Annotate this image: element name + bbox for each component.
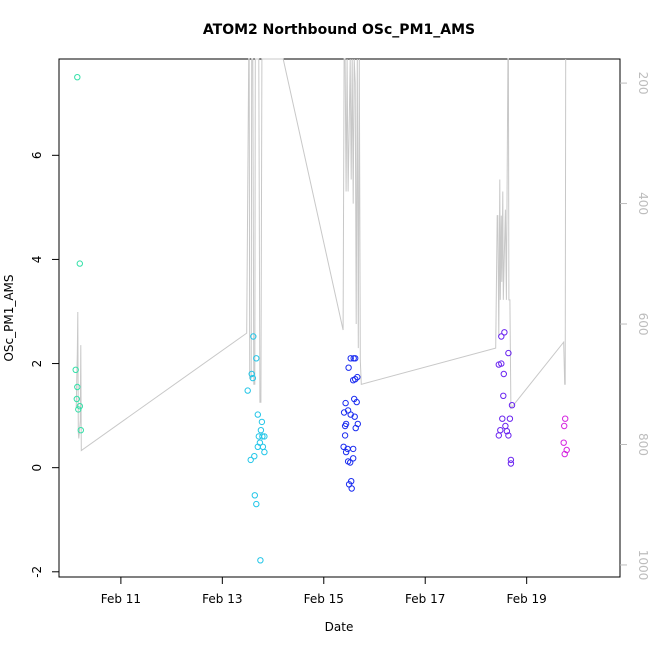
x-tick-label: Feb 15 <box>304 592 344 606</box>
data-point <box>562 415 569 422</box>
data-point <box>498 333 505 340</box>
y2-axis: 200 400 600 800 1000 <box>620 72 650 581</box>
data-point <box>247 456 254 464</box>
data-point <box>502 422 509 430</box>
y2-tick-label: 400 <box>636 192 650 215</box>
data-point <box>507 460 515 467</box>
data-point <box>74 383 81 391</box>
y-tick-label: 2 <box>30 360 44 368</box>
data-point <box>258 418 266 426</box>
data-point <box>259 433 266 440</box>
data-point <box>500 392 507 399</box>
data-point <box>72 366 79 373</box>
data-point <box>350 445 357 453</box>
plot-area-border <box>58 58 621 578</box>
data-point <box>244 387 251 394</box>
data-point <box>254 411 261 418</box>
data-point <box>248 370 255 378</box>
data-point <box>77 427 85 434</box>
x-tick-label: Feb 11 <box>101 592 141 606</box>
data-point <box>342 399 349 407</box>
data-point <box>348 485 355 492</box>
y2-tick-label: 600 <box>636 313 650 336</box>
data-point <box>342 448 350 456</box>
data-point <box>251 453 258 460</box>
data-point <box>261 448 268 456</box>
data-point <box>505 349 512 357</box>
data-point <box>347 459 354 466</box>
data-point <box>503 428 511 435</box>
data-point <box>73 395 81 403</box>
x-axis: Feb 11 Feb 13 Feb 15 Feb 17 Feb 19 <box>101 577 547 606</box>
y-tick-label: 6 <box>30 151 44 159</box>
data-point <box>506 415 514 422</box>
data-point <box>250 333 257 340</box>
data-point <box>353 398 360 406</box>
data-point <box>352 355 359 362</box>
secondary-series-line <box>75 58 567 452</box>
data-point <box>505 432 512 439</box>
data-point <box>340 409 348 416</box>
data-point <box>253 355 260 362</box>
data-point <box>501 329 508 336</box>
data-point <box>498 360 505 367</box>
data-point <box>560 439 567 446</box>
points-layer <box>72 74 570 564</box>
data-point <box>350 455 357 462</box>
data-point <box>508 402 516 409</box>
chart-title: ATOM2 Northbound OSc_PM1_AMS <box>203 22 475 38</box>
data-point <box>259 443 267 450</box>
y2-tick-label: 1000 <box>636 550 650 581</box>
data-point <box>76 260 84 267</box>
data-point <box>507 456 515 464</box>
data-point <box>351 413 358 420</box>
x-axis-label: Date <box>325 620 354 634</box>
y-axis: -2 0 2 4 6 <box>30 151 59 578</box>
secondary-line-layer <box>75 58 567 452</box>
data-point <box>341 422 349 430</box>
data-point <box>561 450 568 458</box>
x-tick-label: Feb 13 <box>202 592 242 606</box>
data-point <box>347 355 354 362</box>
data-point <box>561 422 568 430</box>
y-axis-label: OSc_PM1_AMS <box>2 274 16 361</box>
data-point <box>345 364 352 371</box>
data-point <box>74 74 81 81</box>
data-point <box>341 432 349 439</box>
y-tick-label: -2 <box>30 566 44 578</box>
data-point <box>257 427 265 434</box>
data-point <box>76 403 84 410</box>
y-tick-label: 0 <box>30 464 44 472</box>
x-tick-label: Feb 17 <box>405 592 445 606</box>
data-point <box>251 492 259 499</box>
data-point <box>495 432 502 439</box>
data-point <box>354 373 361 381</box>
data-point <box>500 370 507 378</box>
data-point <box>352 424 359 432</box>
data-point <box>249 374 257 382</box>
data-point <box>261 433 268 440</box>
data-point <box>75 406 82 413</box>
data-point <box>499 415 506 422</box>
y2-tick-label: 200 <box>636 72 650 95</box>
data-point <box>253 500 260 508</box>
data-point <box>257 557 264 564</box>
data-point <box>497 427 504 434</box>
y-tick-label: 4 <box>30 256 44 264</box>
data-point <box>350 377 357 384</box>
x-tick-label: Feb 19 <box>506 592 546 606</box>
y2-tick-label: 800 <box>636 433 650 456</box>
